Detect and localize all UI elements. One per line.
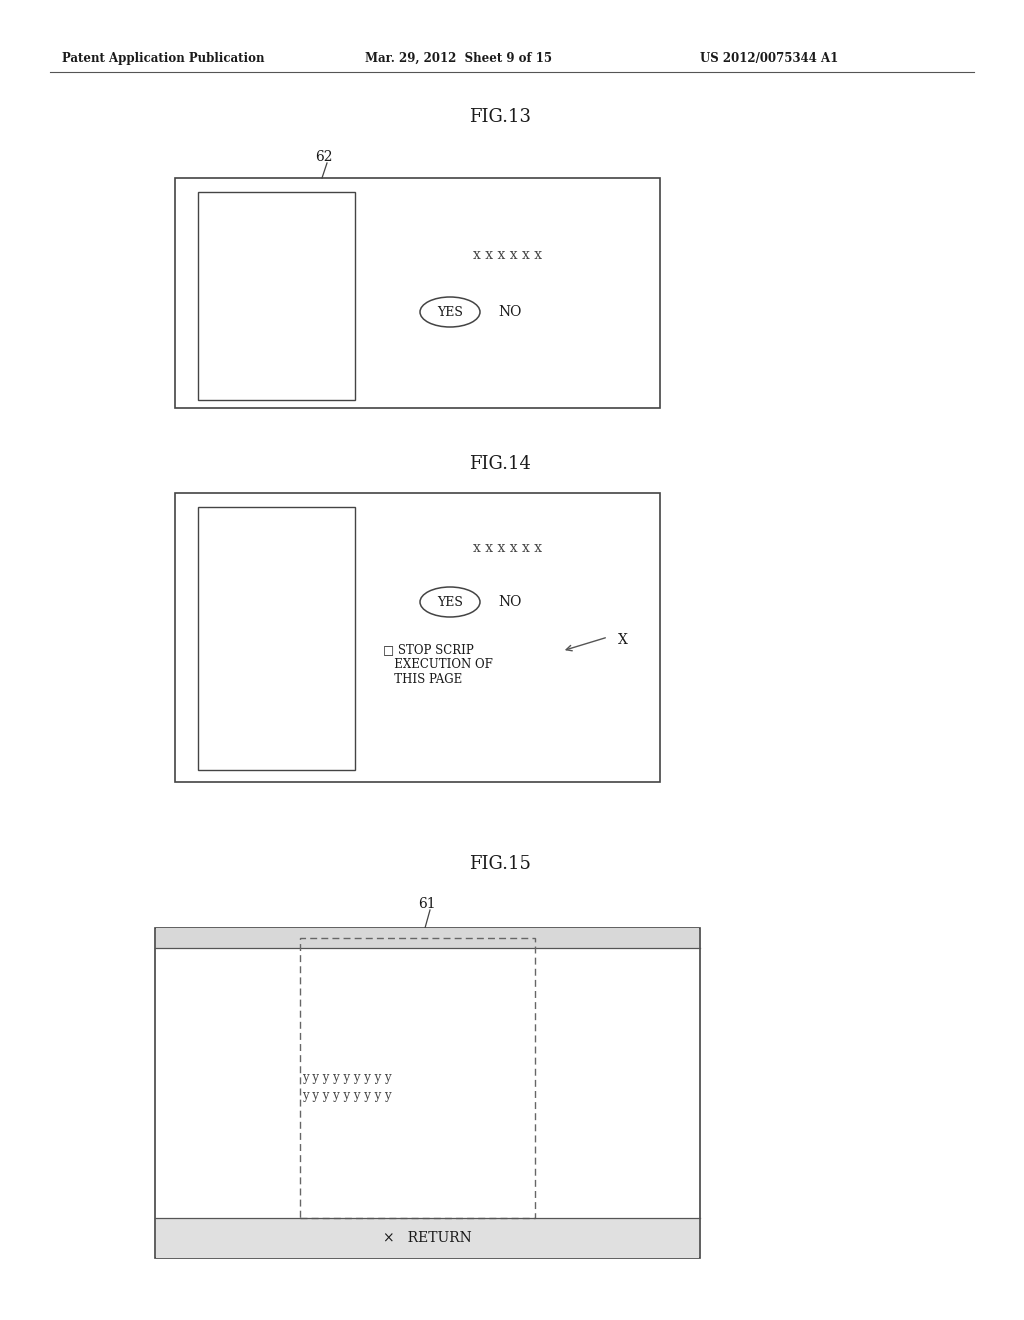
Text: FIG.13: FIG.13 bbox=[469, 108, 531, 125]
Text: X: X bbox=[618, 634, 628, 647]
Bar bbox=[156, 1218, 699, 1258]
Text: y y y y y y y y y: y y y y y y y y y bbox=[302, 1072, 391, 1085]
Text: THIS PAGE: THIS PAGE bbox=[383, 673, 462, 686]
Text: Mar. 29, 2012  Sheet 9 of 15: Mar. 29, 2012 Sheet 9 of 15 bbox=[365, 51, 552, 65]
Text: NO: NO bbox=[498, 305, 521, 319]
Text: NO: NO bbox=[498, 595, 521, 609]
Text: □ STOP SCRIP: □ STOP SCRIP bbox=[383, 643, 474, 656]
Text: 61: 61 bbox=[418, 898, 435, 911]
Text: EXECUTION OF: EXECUTION OF bbox=[383, 657, 493, 671]
Bar bbox=[198, 507, 355, 770]
Text: 62: 62 bbox=[315, 150, 333, 164]
Bar bbox=[175, 178, 660, 408]
Text: US 2012/0075344 A1: US 2012/0075344 A1 bbox=[700, 51, 839, 65]
Text: YES: YES bbox=[437, 595, 463, 609]
Text: x x x x x x: x x x x x x bbox=[473, 248, 542, 261]
Ellipse shape bbox=[420, 587, 480, 616]
Bar bbox=[155, 928, 700, 1258]
Bar bbox=[175, 492, 660, 781]
Text: y y y y y y y y y: y y y y y y y y y bbox=[302, 1089, 391, 1102]
Text: YES: YES bbox=[437, 305, 463, 318]
Bar bbox=[198, 191, 355, 400]
Bar bbox=[156, 928, 699, 948]
Text: FIG.14: FIG.14 bbox=[469, 455, 530, 473]
Text: FIG.15: FIG.15 bbox=[469, 855, 530, 873]
Text: x x x x x x: x x x x x x bbox=[473, 541, 542, 554]
Text: Patent Application Publication: Patent Application Publication bbox=[62, 51, 264, 65]
Bar bbox=[300, 939, 535, 1218]
Ellipse shape bbox=[420, 297, 480, 327]
Text: ×   RETURN: × RETURN bbox=[383, 1232, 472, 1245]
